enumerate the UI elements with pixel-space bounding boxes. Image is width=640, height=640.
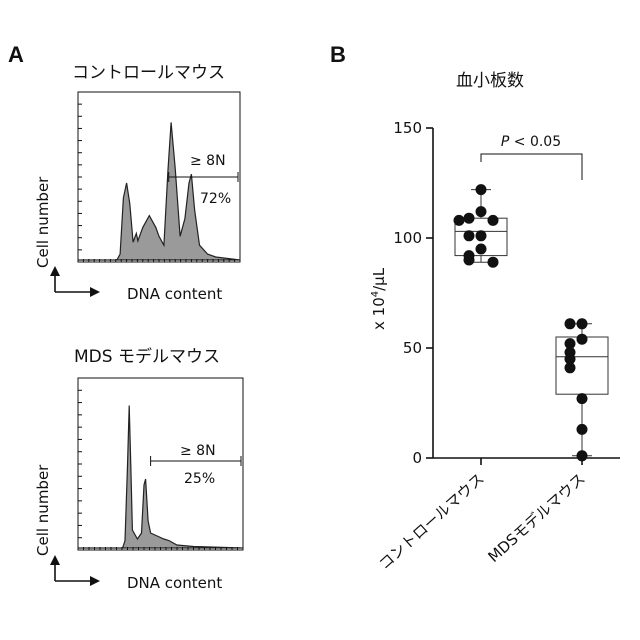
histogram-mds-gate-percent: 25% bbox=[184, 471, 215, 487]
data-point bbox=[464, 255, 475, 266]
chart-x-tick-label: コントロールマウス bbox=[375, 470, 487, 574]
data-point bbox=[476, 206, 487, 217]
data-point bbox=[577, 318, 588, 329]
data-point bbox=[577, 334, 588, 345]
histogram-mds-ylabel: Cell number bbox=[34, 464, 52, 556]
histogram-mds-gate-label: ≥ 8N bbox=[180, 443, 216, 459]
significance-label: P < 0.05 bbox=[501, 134, 561, 150]
chart-y-tick-label: 100 bbox=[393, 229, 422, 247]
data-point bbox=[488, 257, 499, 268]
histogram-control-ylabel: Cell number bbox=[34, 176, 52, 268]
chart-title: 血小板数 bbox=[456, 71, 524, 91]
chart-x-labels: コントロールマウスMDSモデルマウス bbox=[375, 470, 588, 574]
data-point bbox=[476, 244, 487, 255]
data-point bbox=[577, 450, 588, 461]
histogram-mds-title: MDS モデルマウス bbox=[74, 346, 220, 367]
chart-y-ticks: 0 50 100 150 bbox=[393, 119, 433, 467]
data-point bbox=[488, 215, 499, 226]
data-point bbox=[577, 424, 588, 435]
data-point bbox=[464, 213, 475, 224]
histogram-control-title: コントロールマウス bbox=[72, 63, 225, 83]
histogram-mds-curve bbox=[78, 406, 243, 549]
chart-y-tick-label: 150 bbox=[393, 119, 422, 137]
chart-ylabel-prefix: x 10 bbox=[370, 297, 388, 330]
data-point bbox=[454, 215, 465, 226]
data-point bbox=[476, 230, 487, 241]
chart-points bbox=[454, 184, 588, 461]
panel-b-letter: B bbox=[330, 42, 346, 67]
chart-y-tick-label: 50 bbox=[403, 339, 422, 357]
histogram-control-xlabel: DNA content bbox=[127, 285, 222, 303]
significance-bracket: P < 0.05 bbox=[481, 134, 582, 180]
data-point bbox=[565, 362, 576, 373]
data-point bbox=[577, 393, 588, 404]
histogram-control: コントロールマウス ≥ 8N 72% Cell number DNA conte… bbox=[34, 63, 240, 303]
box-iqr bbox=[556, 337, 608, 394]
data-point bbox=[565, 318, 576, 329]
histogram-mds-axis-arrows bbox=[50, 555, 100, 586]
histogram-mds-frame bbox=[78, 378, 243, 550]
histogram-control-gate-percent: 72% bbox=[200, 191, 231, 207]
data-point bbox=[476, 184, 487, 195]
chart-y-tick-label: 0 bbox=[412, 449, 422, 467]
chart-ylabel-suffix: /μL bbox=[370, 267, 388, 291]
panel-a-letter: A bbox=[8, 42, 24, 67]
histogram-control-axis-arrows bbox=[50, 266, 100, 297]
histogram-mds: MDS モデルマウス ≥ 8N 25% Cell number DNA cont… bbox=[34, 346, 243, 592]
chart-axes bbox=[433, 128, 620, 465]
chart-x-tick-label: MDSモデルマウス bbox=[484, 470, 588, 566]
significance-text: < 0.05 bbox=[509, 134, 561, 150]
histogram-mds-xlabel: DNA content bbox=[127, 574, 222, 592]
chart-ylabel: x 104/μL bbox=[370, 267, 388, 330]
histogram-control-gate-label: ≥ 8N bbox=[190, 153, 226, 169]
data-point bbox=[464, 230, 475, 241]
